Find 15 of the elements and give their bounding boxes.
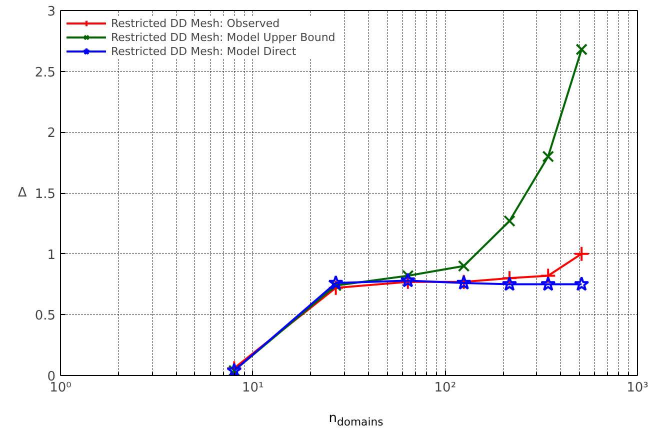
legend-label: Restricted DD Mesh: Observed bbox=[111, 16, 280, 30]
y-tick-label: 3 bbox=[47, 4, 56, 20]
x-tick-label: 10³ bbox=[626, 380, 648, 396]
y-tick-label: 1 bbox=[47, 248, 56, 263]
x-tick-label: 10¹ bbox=[242, 380, 264, 396]
x-axis-title: n$_{domains}$ bbox=[328, 410, 384, 430]
legend-label: Restricted DD Mesh: Model Direct bbox=[111, 44, 296, 58]
legend-label: Restricted DD Mesh: Model Upper Bound bbox=[111, 30, 336, 44]
y-tick-label: 2 bbox=[47, 126, 56, 142]
y-axis-title: Δ bbox=[18, 186, 27, 200]
x-tick-label: 10² bbox=[434, 380, 456, 396]
y-tick-label: 0.5 bbox=[34, 308, 56, 324]
y-tick-label: 1.5 bbox=[34, 187, 56, 202]
x-tick-label: 10⁰ bbox=[50, 380, 72, 396]
y-tick-label: 2.5 bbox=[34, 65, 56, 80]
